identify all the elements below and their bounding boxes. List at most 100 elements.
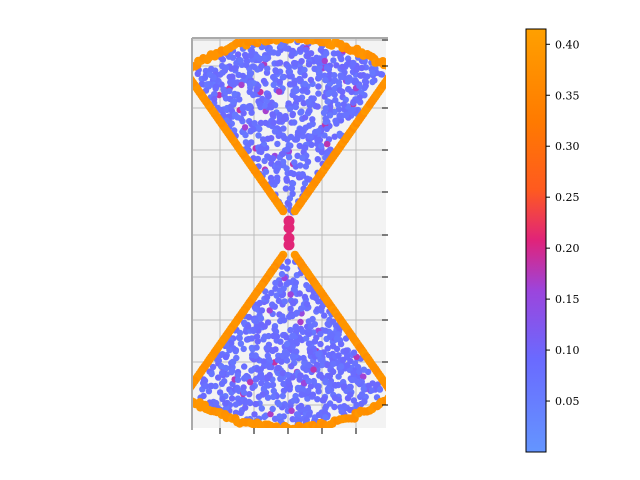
scatter-point — [266, 307, 273, 314]
scatter-point — [267, 410, 274, 418]
scatter-point — [339, 63, 346, 71]
scatter-point — [321, 312, 328, 319]
scatter-point — [273, 167, 280, 174]
scatter-point — [270, 49, 277, 56]
scatter-point — [287, 305, 294, 312]
scatter-point — [229, 358, 237, 365]
colorbar-gradient — [525, 28, 547, 453]
scatter-point — [286, 105, 294, 113]
scatter-point — [299, 154, 306, 162]
scatter-point — [354, 378, 361, 386]
scatter-point — [316, 68, 323, 76]
scatter-point — [280, 116, 288, 123]
scatter-point — [240, 345, 247, 353]
scatter-point — [201, 74, 209, 82]
scatter-points — [180, 38, 396, 428]
scatter-point — [258, 405, 265, 412]
scatter-point — [382, 76, 386, 85]
scatter-point — [288, 363, 295, 370]
scatter-point — [283, 334, 290, 341]
scatter-point — [317, 371, 324, 378]
scatter-point — [192, 389, 193, 392]
scatter-point — [331, 403, 338, 411]
scatter-point — [248, 139, 255, 146]
scatter-point — [305, 61, 313, 68]
scatter-point — [269, 111, 276, 118]
scatter-point — [388, 64, 396, 72]
scatter-point — [287, 133, 295, 141]
scatter-point — [253, 333, 261, 340]
scatter-point — [280, 125, 287, 132]
scatter-point — [283, 350, 291, 358]
scatter-point — [349, 106, 357, 114]
scatter-point — [296, 290, 303, 297]
scatter-point — [313, 54, 320, 61]
scatter-point — [222, 400, 229, 407]
scatter-point — [260, 140, 268, 148]
scatter-point — [385, 389, 386, 392]
scatter-point — [228, 395, 236, 402]
scatter-point — [338, 363, 345, 370]
scatter-point — [234, 371, 241, 379]
scatter-point — [232, 65, 239, 72]
scatter-point — [384, 74, 386, 82]
colorbar-tick-label: 0.15 — [555, 293, 580, 306]
scatter-point — [271, 303, 278, 310]
scatter-point — [337, 340, 345, 348]
scatter-point — [279, 150, 286, 157]
scatter-point — [265, 93, 272, 100]
scatter-point — [293, 87, 300, 94]
scatter-point — [280, 387, 288, 394]
scatter-point — [382, 396, 386, 405]
scatter-point — [322, 76, 329, 84]
scatter-point — [305, 387, 312, 395]
scatter-point — [317, 330, 324, 338]
scatter-point — [348, 88, 355, 96]
scatter-point — [245, 313, 253, 321]
scatter-point — [307, 76, 315, 84]
colorbar: 0.05 0.10 0.15 0.20 0.25 0.30 0.35 0.40 — [525, 28, 580, 453]
scatter-point — [235, 334, 243, 341]
scatter-point — [376, 386, 384, 393]
scatter-point — [260, 55, 268, 62]
scatter-point — [358, 391, 366, 398]
scatter-point — [324, 140, 331, 148]
scatter-point — [252, 305, 259, 312]
scatter-point — [205, 388, 213, 395]
scatter-point — [266, 363, 273, 371]
scatter-point — [226, 346, 233, 354]
scatter-point — [257, 119, 265, 127]
scatter-point — [325, 90, 332, 98]
scatter-point — [276, 413, 283, 420]
scatter-point — [290, 80, 298, 87]
scatter-point — [318, 142, 325, 150]
scatter-point — [233, 386, 241, 393]
scatter-point — [301, 72, 308, 79]
scatter-point — [323, 50, 330, 57]
scatter-point — [286, 195, 294, 202]
scatter-point — [350, 349, 358, 356]
scatter-point — [210, 74, 217, 81]
scatter-point — [303, 301, 311, 308]
scatter-point — [333, 335, 340, 342]
scatter-point — [304, 175, 311, 182]
scatter-point — [253, 344, 260, 351]
scatter-point — [388, 69, 396, 77]
scatter-point — [292, 323, 299, 330]
scatter-point — [240, 389, 248, 396]
scatter-point — [261, 413, 268, 421]
scatter-point — [350, 370, 357, 377]
colorbar-tick-label: 0.35 — [555, 89, 580, 102]
scatter-point — [259, 136, 267, 143]
scatter-point — [209, 363, 217, 371]
scatter-point — [215, 374, 222, 381]
scatter-point — [301, 80, 309, 88]
scatter-point — [252, 400, 259, 408]
scatter-point — [237, 409, 245, 417]
scatter-point — [180, 392, 188, 400]
scatter-point — [382, 381, 386, 390]
scatter-point — [323, 361, 331, 369]
scatter-point — [294, 152, 301, 159]
scatter-point — [304, 404, 312, 412]
scatter-point — [210, 95, 218, 103]
